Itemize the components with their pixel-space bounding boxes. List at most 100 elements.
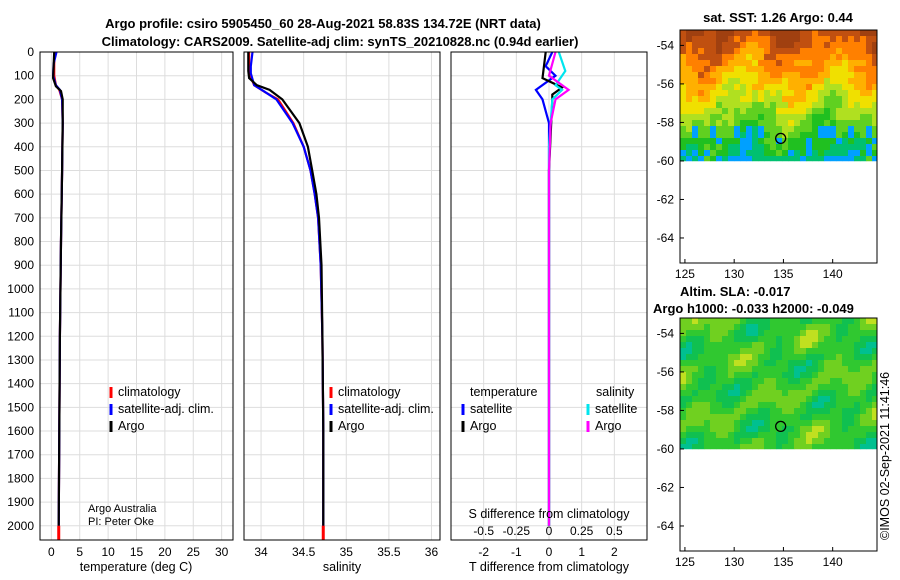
heatmap-cell	[680, 354, 687, 361]
heatmap-cell	[854, 84, 861, 91]
heatmap-cell	[836, 324, 843, 331]
heatmap-cell	[728, 372, 735, 379]
heatmap-cell	[860, 60, 867, 67]
heatmap-cell	[872, 348, 878, 355]
heatmap-cell	[776, 102, 783, 109]
heatmap-cell	[710, 318, 717, 325]
heatmap-cell	[776, 414, 783, 421]
heatmap-cell	[698, 114, 705, 121]
heatmap-cell	[740, 54, 747, 61]
heatmap-cell	[722, 432, 729, 439]
heatmap-cell	[800, 372, 807, 379]
heatmap-cell	[770, 90, 777, 97]
heatmap-cell	[776, 360, 783, 367]
heatmap-cell	[860, 408, 867, 415]
heatmap-cell	[704, 336, 711, 343]
heatmap-cell	[830, 48, 837, 55]
heatmap-cell	[788, 30, 795, 37]
heatmap-cell	[854, 366, 861, 373]
heatmap-cell	[812, 90, 819, 97]
heatmap-cell	[872, 48, 878, 55]
heatmap-cell	[746, 96, 753, 103]
heatmap-cell	[764, 330, 771, 337]
heatmap-cell	[728, 342, 735, 349]
heatmap-cell	[872, 90, 878, 97]
heatmap-cell	[794, 390, 801, 397]
heatmap-cell	[716, 48, 723, 55]
heatmap-cell	[692, 432, 699, 439]
heatmap-cell	[680, 54, 687, 61]
salinity-legend: climatology satellite-adj. clim. Argo	[329, 385, 434, 433]
heatmap-cell	[740, 444, 747, 450]
heatmap-cell	[806, 366, 813, 373]
heatmap-cell	[860, 372, 867, 379]
heatmap-cell	[794, 150, 801, 157]
heatmap-cell	[692, 384, 699, 391]
heatmap-cell	[854, 432, 861, 439]
heatmap-cell	[824, 366, 831, 373]
heatmap-cell	[692, 336, 699, 343]
heatmap-cell	[872, 60, 878, 67]
heatmap-cell	[734, 66, 741, 73]
heatmap-cell	[704, 390, 711, 397]
heatmap-cell	[806, 444, 813, 450]
heatmap-cell	[848, 156, 855, 162]
lon-tick-label: 135	[773, 555, 793, 569]
heatmap-cell	[704, 84, 711, 91]
heatmap-cell	[722, 78, 729, 85]
heatmap-cell	[842, 360, 849, 367]
heatmap-cell	[788, 96, 795, 103]
heatmap-cell	[860, 102, 867, 109]
heatmap-cell	[848, 378, 855, 385]
heatmap-cell	[830, 318, 837, 325]
heatmap-cell	[686, 438, 693, 445]
heatmap-cell	[836, 360, 843, 367]
lat-tick-label: -62	[657, 480, 675, 494]
heatmap-cell	[848, 348, 855, 355]
heatmap-cell	[824, 348, 831, 355]
heatmap-cell	[818, 132, 825, 139]
heatmap-cell	[758, 324, 765, 331]
heatmap-cell	[854, 348, 861, 355]
heatmap-cell	[740, 90, 747, 97]
heatmap-cell	[740, 426, 747, 433]
heatmap-cell	[764, 84, 771, 91]
heatmap-cell	[692, 408, 699, 415]
heatmap-cell	[806, 438, 813, 445]
heatmap-cell	[680, 84, 687, 91]
heatmap-cell	[854, 120, 861, 127]
heatmap-cell	[686, 342, 693, 349]
heatmap-cell	[776, 138, 783, 145]
heatmap-cell	[770, 444, 777, 450]
heatmap-cell	[758, 444, 765, 450]
heatmap-cell	[728, 396, 735, 403]
heatmap-cell	[854, 36, 861, 43]
heatmap-cell	[788, 48, 795, 55]
heatmap-cell	[818, 156, 825, 162]
heatmap-cell	[758, 354, 765, 361]
heatmap-cell	[722, 54, 729, 61]
heatmap-cell	[818, 60, 825, 67]
heatmap-cell	[740, 66, 747, 73]
heatmap-cell	[848, 420, 855, 427]
heatmap-cell	[854, 396, 861, 403]
heatmap-cell	[752, 378, 759, 385]
heatmap-cell	[824, 432, 831, 439]
heatmap-cell	[722, 144, 729, 151]
heatmap-cell	[776, 366, 783, 373]
heatmap-cell	[752, 78, 759, 85]
heatmap-cell	[842, 342, 849, 349]
heatmap-cell	[698, 360, 705, 367]
heatmap-cell	[806, 60, 813, 67]
heatmap-cell	[752, 150, 759, 157]
heatmap-cell	[764, 396, 771, 403]
depth-tick-label: 1800	[7, 471, 34, 485]
heatmap-cell	[818, 372, 825, 379]
heatmap-cell	[836, 444, 843, 450]
heatmap-cell	[860, 36, 867, 43]
heatmap-cell	[836, 102, 843, 109]
heatmap-cell	[764, 420, 771, 427]
heatmap-cell	[734, 30, 741, 37]
heatmap-cell	[692, 360, 699, 367]
heatmap-cell	[728, 60, 735, 67]
